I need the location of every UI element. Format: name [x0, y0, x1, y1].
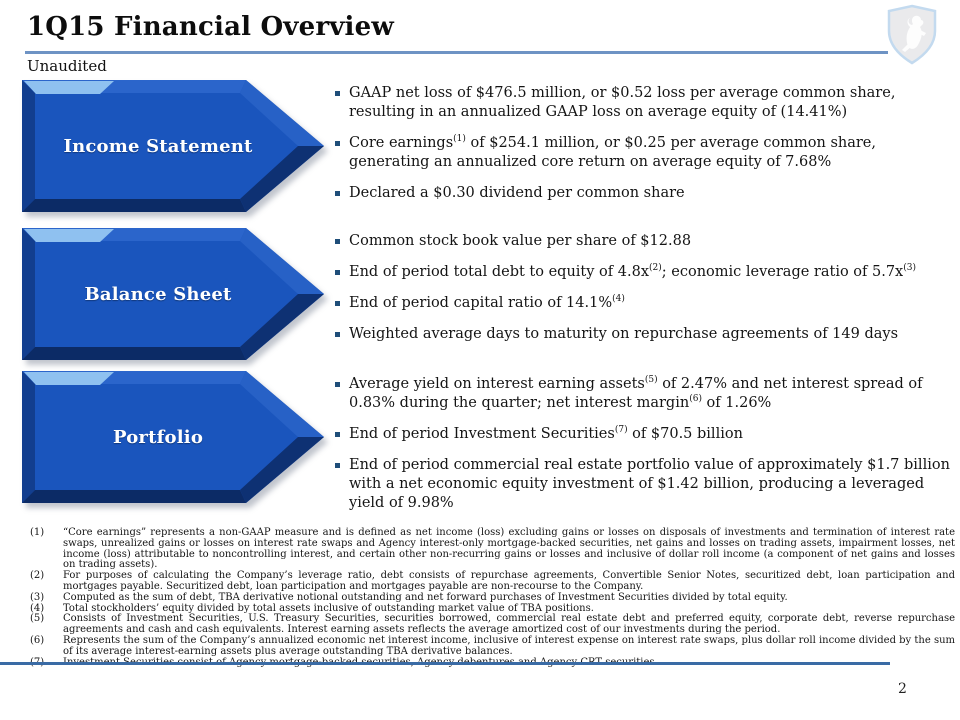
- bullet-text: GAAP net loss of $476.5 million, or $0.5…: [349, 85, 896, 120]
- bullet-item: End of period capital ratio of 14.1%(4): [333, 294, 955, 313]
- footnote-number: (6): [30, 634, 45, 646]
- footnote-item: (1) “Core earnings” represents a non-GAAP…: [30, 527, 955, 571]
- bullet-square-icon: [335, 382, 340, 387]
- company-shield-logo: [884, 4, 940, 66]
- footnote-item: (5) Consists of Investment Securities, U.…: [30, 614, 955, 636]
- section-row: Portfolio Average yield on interest earn…: [22, 371, 952, 511]
- section-arrow: Income Statement: [22, 80, 324, 212]
- bullet-square-icon: [335, 191, 340, 196]
- footnote-item: (4) Total stockholders’ equity divided by…: [30, 602, 955, 615]
- bullet-item: End of period Investment Securities(7) o…: [333, 425, 955, 444]
- footnote-item: (3) Computed as the sum of debt, TBA deri…: [30, 591, 955, 604]
- bullet-text: Core earnings(1) of $254.1 million, or $…: [349, 134, 876, 170]
- bullet-text: End of period Investment Securities(7) o…: [349, 425, 743, 442]
- footnotes: (1) “Core earnings” represents a non-GAAP…: [30, 527, 955, 668]
- footnote-item: (6) Represents the sum of the Company’s a…: [30, 634, 955, 658]
- section-arrow: Balance Sheet: [22, 228, 324, 360]
- bullet-item: GAAP net loss of $476.5 million, or $0.5…: [333, 84, 955, 122]
- bullet-item: Average yield on interest earning assets…: [333, 375, 955, 413]
- footnote-text: Total stockholders’ equity divided by to…: [63, 602, 594, 614]
- footnote-text: Computed as the sum of debt, TBA derivat…: [63, 591, 788, 603]
- bullet-text: Weighted average days to maturity on rep…: [349, 326, 899, 342]
- lion-crest-icon: [902, 15, 926, 52]
- footnote-text: “Core earnings” represents a non-GAAP me…: [63, 527, 955, 571]
- arrow-shape-icon: [22, 80, 324, 212]
- bullet-square-icon: [335, 463, 340, 468]
- footnote-text: For purposes of calculating the Company’…: [63, 570, 955, 592]
- footnote-text: Represents the sum of the Company’s annu…: [63, 634, 955, 657]
- footnote-number: (3): [30, 591, 45, 603]
- bullet-item: Common stock book value per share of $12…: [333, 232, 955, 251]
- footer-rule: [0, 662, 890, 665]
- section-row: Balance Sheet Common stock book value pe…: [22, 228, 952, 368]
- section-arrow: Portfolio: [22, 371, 324, 503]
- bullet-text: Declared a $0.30 dividend per common sha…: [349, 185, 685, 201]
- arrow-shape-icon: [22, 228, 324, 360]
- bullet-item: Core earnings(1) of $254.1 million, or $…: [333, 134, 955, 172]
- bullet-square-icon: [335, 332, 340, 337]
- bullet-square-icon: [335, 301, 340, 306]
- arrow-shape-icon: [22, 371, 324, 503]
- bullet-text: Average yield on interest earning assets…: [349, 375, 923, 411]
- footnote-number: (1): [30, 527, 45, 538]
- bullet-square-icon: [335, 432, 340, 437]
- bullet-square-icon: [335, 239, 340, 244]
- bullet-item: Weighted average days to maturity on rep…: [333, 325, 955, 344]
- page-title: 1Q15 Financial Overview: [27, 12, 394, 42]
- section-arrow-label: Balance Sheet: [84, 283, 232, 305]
- bullet-item: End of period commercial real estate por…: [333, 456, 955, 513]
- footnote-number: (2): [30, 570, 45, 582]
- header-rule: [25, 51, 888, 54]
- subtitle-unaudited: Unaudited: [27, 57, 107, 75]
- bullet-text: End of period capital ratio of 14.1%(4): [349, 294, 625, 311]
- bullet-item: Declared a $0.30 dividend per common sha…: [333, 184, 955, 203]
- bullet-square-icon: [335, 91, 340, 96]
- bullet-list: Average yield on interest earning assets…: [333, 375, 955, 525]
- section-row: Income Statement GAAP net loss of $476.5…: [22, 80, 952, 220]
- bullet-item: End of period total debt to equity of 4.…: [333, 263, 955, 282]
- page-number: 2: [898, 681, 907, 697]
- section-arrow-label: Portfolio: [112, 426, 204, 448]
- section-arrow-label: Income Statement: [63, 135, 253, 157]
- footnote-text: Consists of Investment Securities, U.S. …: [63, 613, 955, 636]
- bullet-text: End of period commercial real estate por…: [349, 457, 950, 511]
- footnote-number: (4): [30, 602, 45, 614]
- shield-icon: [887, 4, 937, 65]
- footnote-number: (5): [30, 613, 45, 625]
- bullet-text: Common stock book value per share of $12…: [349, 233, 692, 249]
- bullet-text: End of period total debt to equity of 4.…: [349, 263, 916, 280]
- bullet-square-icon: [335, 141, 340, 146]
- bullet-square-icon: [335, 270, 340, 275]
- bullet-list: GAAP net loss of $476.5 million, or $0.5…: [333, 84, 955, 215]
- footnote-item: (2) For purposes of calculating the Compa…: [30, 570, 955, 593]
- bullet-list: Common stock book value per share of $12…: [333, 232, 955, 356]
